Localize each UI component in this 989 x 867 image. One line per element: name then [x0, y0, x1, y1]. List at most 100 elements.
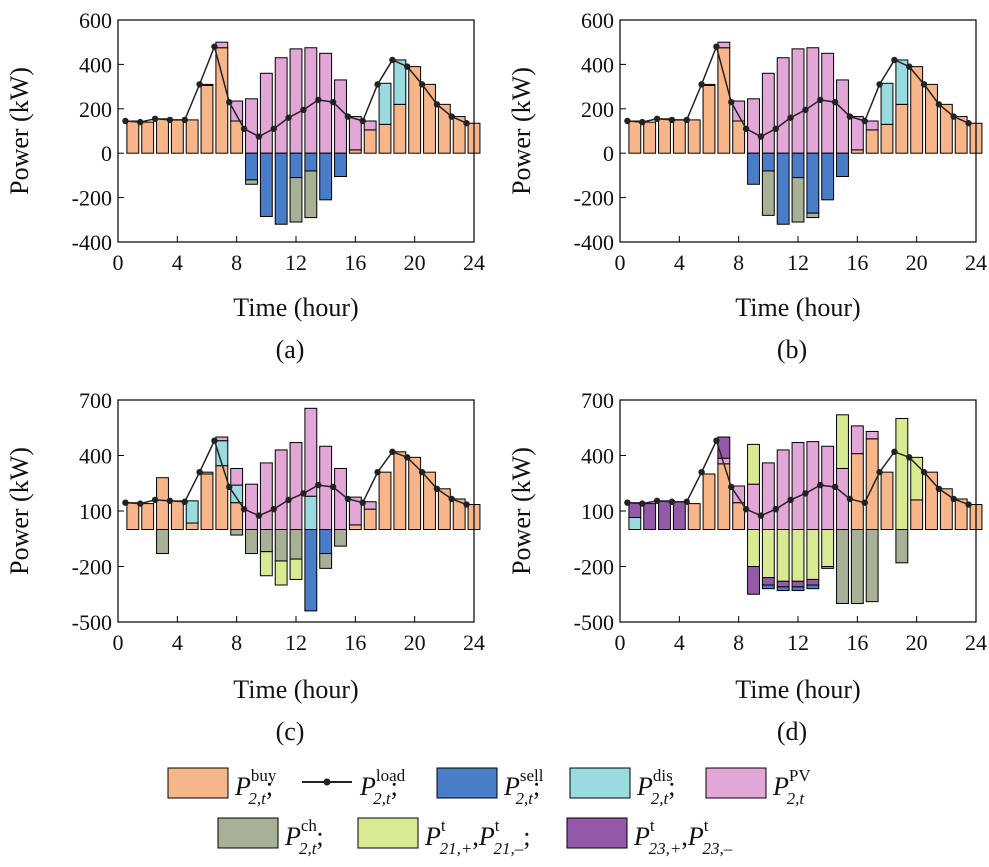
bar-buy-7 [717, 463, 731, 531]
x-tick-label: 8 [733, 630, 744, 655]
load-point-8 [728, 98, 735, 106]
bar-sell-9 [747, 152, 760, 185]
bar-buy-7 [215, 47, 229, 154]
bar-buy-4 [170, 500, 184, 530]
load-point-12 [285, 114, 292, 121]
bar-buy-20 [408, 456, 422, 531]
load-point-11 [772, 505, 779, 513]
legend-swatch-dis [569, 767, 631, 799]
bar-ch-10 [761, 170, 775, 216]
bar-pv-8 [230, 100, 244, 122]
bar-pv-13 [304, 47, 318, 154]
bar-ch-17 [865, 529, 879, 603]
load-point-18 [374, 81, 381, 88]
bar-buy-4 [170, 119, 184, 154]
x-tick-label: 12 [285, 630, 307, 655]
bar-p23x-11 [776, 580, 790, 588]
load-point-8 [226, 98, 233, 106]
load-point-4 [166, 116, 174, 124]
bar-ch-13 [806, 212, 820, 219]
bar-p21-10 [259, 551, 273, 577]
bar-ch-19 [895, 529, 909, 564]
bar-pv-17 [865, 120, 879, 131]
bar-pv-16 [348, 496, 362, 526]
subtitle-b: (b) [777, 335, 807, 364]
bar-pv-13 [806, 441, 820, 531]
bar-ch-15 [836, 529, 849, 604]
bar-buy-19 [393, 103, 407, 154]
x-tick-label: 8 [231, 630, 242, 655]
legend-swatch-sell [436, 767, 498, 799]
bar-buy-20 [910, 499, 924, 530]
bar-ch-13 [304, 170, 318, 219]
bar-buy-23 [954, 498, 968, 531]
bar-buy-6 [702, 84, 716, 154]
legend-label-load: Pload 2,t; [359, 766, 406, 808]
bar-buy-23 [954, 116, 968, 154]
subtitle-c: (c) [276, 717, 305, 746]
bar-p23-2 [643, 503, 657, 531]
legend-swatch-ch [217, 817, 279, 849]
bar-pv-8 [732, 100, 746, 122]
load-point-22 [433, 485, 441, 492]
load-point-18 [876, 81, 883, 88]
bar-buy-17 [865, 438, 879, 531]
bar-buy-3 [156, 118, 169, 154]
bar-sell-14 [319, 152, 333, 201]
x-tick-label: 4 [172, 630, 183, 655]
load-point-2 [639, 118, 646, 126]
bar-pv-17 [363, 501, 377, 510]
bar-buy-22 [939, 488, 953, 530]
legend-swatch-p21 [357, 817, 419, 849]
x-tick-label: 24 [463, 250, 485, 275]
load-point-6 [196, 81, 203, 88]
bar-buy-22 [437, 488, 451, 530]
load-point-6 [196, 468, 203, 476]
x-tick-label: 16 [344, 630, 366, 655]
y-axis-label: Power (kW) [5, 67, 34, 195]
bar-ch-9 [245, 529, 258, 555]
bar-p21n-13 [806, 529, 820, 580]
load-point-14 [315, 96, 322, 104]
load-point-19 [389, 448, 396, 455]
bar-pv-9 [747, 98, 760, 154]
bar-sell-13 [304, 529, 318, 612]
load-point-16 [846, 113, 854, 120]
bar-dis-18 [378, 82, 392, 125]
bar-buy-2 [141, 503, 155, 531]
x-axis-label: Time (hour) [233, 293, 358, 322]
y-tick-label: 400 [79, 52, 112, 77]
load-point-23 [448, 113, 455, 120]
load-point-21 [418, 81, 426, 88]
bar-dis-5 [185, 500, 199, 524]
bar-pv-17 [865, 430, 879, 440]
bar-dis-8 [230, 484, 244, 504]
y-tick-label: 600 [581, 8, 614, 33]
load-point-23 [950, 495, 957, 503]
load-point-1 [122, 117, 129, 125]
load-point-5 [683, 116, 690, 124]
load-point-9 [240, 125, 248, 132]
bar-ch-14 [821, 566, 835, 569]
load-point-2 [639, 500, 646, 507]
bar-pv-13 [304, 407, 318, 497]
load-point-4 [668, 498, 676, 505]
bar-buy-18 [880, 123, 894, 154]
y-tick-label: -200 [72, 555, 112, 580]
x-tick-label: 8 [231, 250, 242, 275]
load-point-12 [787, 114, 794, 121]
x-tick-label: 16 [846, 250, 868, 275]
legend: Pbuy 2,t; Pload 2,t; Psell 2,t; Pdis 2,t; PP… [167, 766, 811, 858]
x-tick-label: 16 [846, 630, 868, 655]
bar-sell-12 [791, 152, 805, 179]
bar-buy-6 [200, 84, 214, 154]
bar-buy-4 [672, 119, 686, 154]
bar-p23x-10 [761, 577, 775, 586]
load-point-22 [433, 101, 441, 108]
bar-pv-14 [821, 445, 835, 530]
bar-pv-11 [776, 449, 790, 531]
x-axis-label: Time (hour) [233, 675, 358, 704]
load-point-4 [668, 116, 676, 124]
x-tick-label: 24 [965, 250, 987, 275]
y-axis-label: Power (kW) [507, 447, 536, 575]
